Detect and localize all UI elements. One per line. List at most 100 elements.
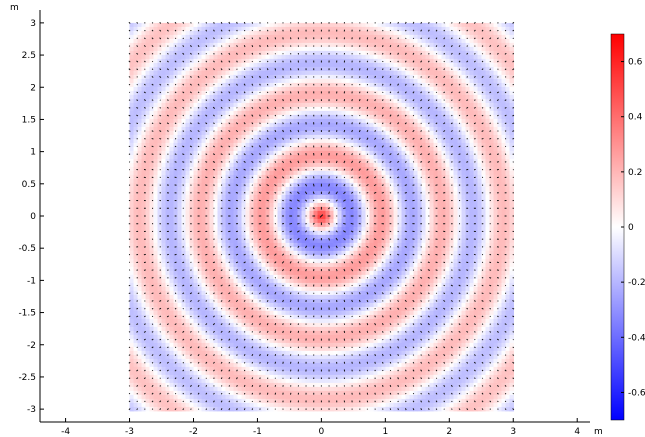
- heatmap-cell: [414, 91, 419, 96]
- heatmap-cell: [286, 183, 291, 188]
- heatmap-cell: [422, 179, 427, 184]
- heatmap-cell: [202, 195, 207, 200]
- heatmap-cell: [130, 175, 135, 180]
- heatmap-cell: [346, 199, 351, 204]
- heatmap-cell: [350, 163, 355, 168]
- heatmap-cell: [238, 211, 243, 216]
- heatmap-cell: [162, 111, 167, 116]
- heatmap-cell: [178, 75, 183, 80]
- heatmap-cell: [470, 167, 475, 172]
- heatmap-cell: [270, 227, 275, 232]
- heatmap-cell: [474, 159, 479, 164]
- heatmap-cell: [370, 31, 375, 36]
- heatmap-cell: [242, 55, 247, 60]
- heatmap-cell: [382, 63, 387, 68]
- heatmap-cell: [282, 123, 287, 128]
- heatmap-cell: [254, 35, 259, 40]
- heatmap-cell: [166, 55, 171, 60]
- heatmap-cell: [190, 171, 195, 176]
- heatmap-cell: [186, 163, 191, 168]
- heatmap-cell: [158, 111, 163, 116]
- heatmap-cell: [330, 179, 335, 184]
- heatmap-cell: [410, 139, 415, 144]
- heatmap-cell: [510, 227, 515, 232]
- heatmap-cell: [362, 223, 367, 228]
- heatmap-cell: [482, 51, 487, 56]
- heatmap-cell: [210, 39, 215, 44]
- heatmap-cell: [362, 135, 367, 140]
- heatmap-cell: [306, 139, 311, 144]
- heatmap-cell: [338, 123, 343, 128]
- heatmap-cell: [282, 43, 287, 48]
- heatmap-cell: [358, 219, 363, 224]
- heatmap-cell: [294, 147, 299, 152]
- heatmap-cell: [186, 127, 191, 131]
- heatmap-cell: [454, 183, 459, 188]
- heatmap-cell: [402, 71, 407, 76]
- heatmap-cell: [230, 59, 235, 64]
- heatmap-cell: [350, 111, 355, 116]
- heatmap-cell: [194, 47, 199, 52]
- heatmap-cell: [286, 111, 291, 116]
- heatmap-cell: [158, 227, 163, 232]
- heatmap-cell: [290, 47, 295, 52]
- heatmap-cell: [506, 143, 511, 148]
- heatmap-cell: [130, 47, 135, 52]
- heatmap-cell: [162, 215, 167, 220]
- heatmap-cell: [394, 107, 399, 112]
- heatmap-cell: [394, 191, 399, 196]
- heatmap-cell: [154, 39, 159, 44]
- heatmap-cell: [238, 199, 243, 204]
- heatmap-cell: [422, 175, 427, 180]
- heatmap-cell: [158, 155, 163, 160]
- heatmap-cell: [410, 199, 415, 204]
- heatmap-cell: [494, 55, 499, 60]
- heatmap-cell: [178, 131, 183, 136]
- heatmap-cell: [446, 227, 451, 232]
- heatmap-cell: [458, 147, 463, 152]
- heatmap-cell: [174, 63, 179, 68]
- heatmap-cell: [170, 183, 175, 188]
- heatmap-cell: [422, 183, 427, 188]
- heatmap-cell: [174, 31, 179, 36]
- heatmap-cell: [378, 159, 383, 164]
- heatmap-cell: [330, 207, 335, 212]
- heatmap-cell: [494, 167, 499, 172]
- heatmap-cell: [482, 199, 487, 204]
- heatmap-cell: [482, 79, 487, 84]
- heatmap-cell: [210, 227, 215, 232]
- heatmap-cell: [358, 211, 363, 216]
- heatmap-cell: [286, 95, 291, 100]
- heatmap-cell: [482, 47, 487, 52]
- heatmap-cell: [266, 63, 271, 68]
- heatmap-cell: [366, 171, 371, 176]
- heatmap-cell: [306, 219, 311, 224]
- heatmap-cell: [214, 87, 219, 92]
- heatmap-cell: [334, 227, 339, 232]
- heatmap-cell: [142, 131, 147, 136]
- heatmap-cell: [370, 159, 375, 164]
- heatmap-cell: [418, 187, 423, 192]
- heatmap-cell: [334, 127, 339, 131]
- heatmap-cell: [454, 43, 459, 48]
- heatmap-cell: [430, 123, 435, 128]
- heatmap-cell: [210, 51, 215, 56]
- heatmap-cell: [134, 219, 139, 224]
- heatmap-cell: [370, 163, 375, 168]
- heatmap-cell: [474, 63, 479, 68]
- heatmap-cell: [306, 55, 311, 60]
- heatmap-cell: [130, 171, 135, 176]
- heatmap-cell: [274, 179, 279, 184]
- heatmap-cell: [386, 227, 391, 232]
- heatmap-cell: [238, 207, 243, 212]
- heatmap-cell: [470, 115, 475, 120]
- heatmap-cell: [446, 123, 451, 128]
- heatmap-cell: [370, 211, 375, 216]
- heatmap-cell: [414, 115, 419, 120]
- heatmap-cell: [278, 35, 283, 40]
- heatmap-cell: [162, 203, 167, 208]
- heatmap-cell: [346, 171, 351, 176]
- heatmap-cell: [170, 171, 175, 176]
- heatmap-cell: [450, 207, 455, 212]
- heatmap-cell: [210, 91, 215, 96]
